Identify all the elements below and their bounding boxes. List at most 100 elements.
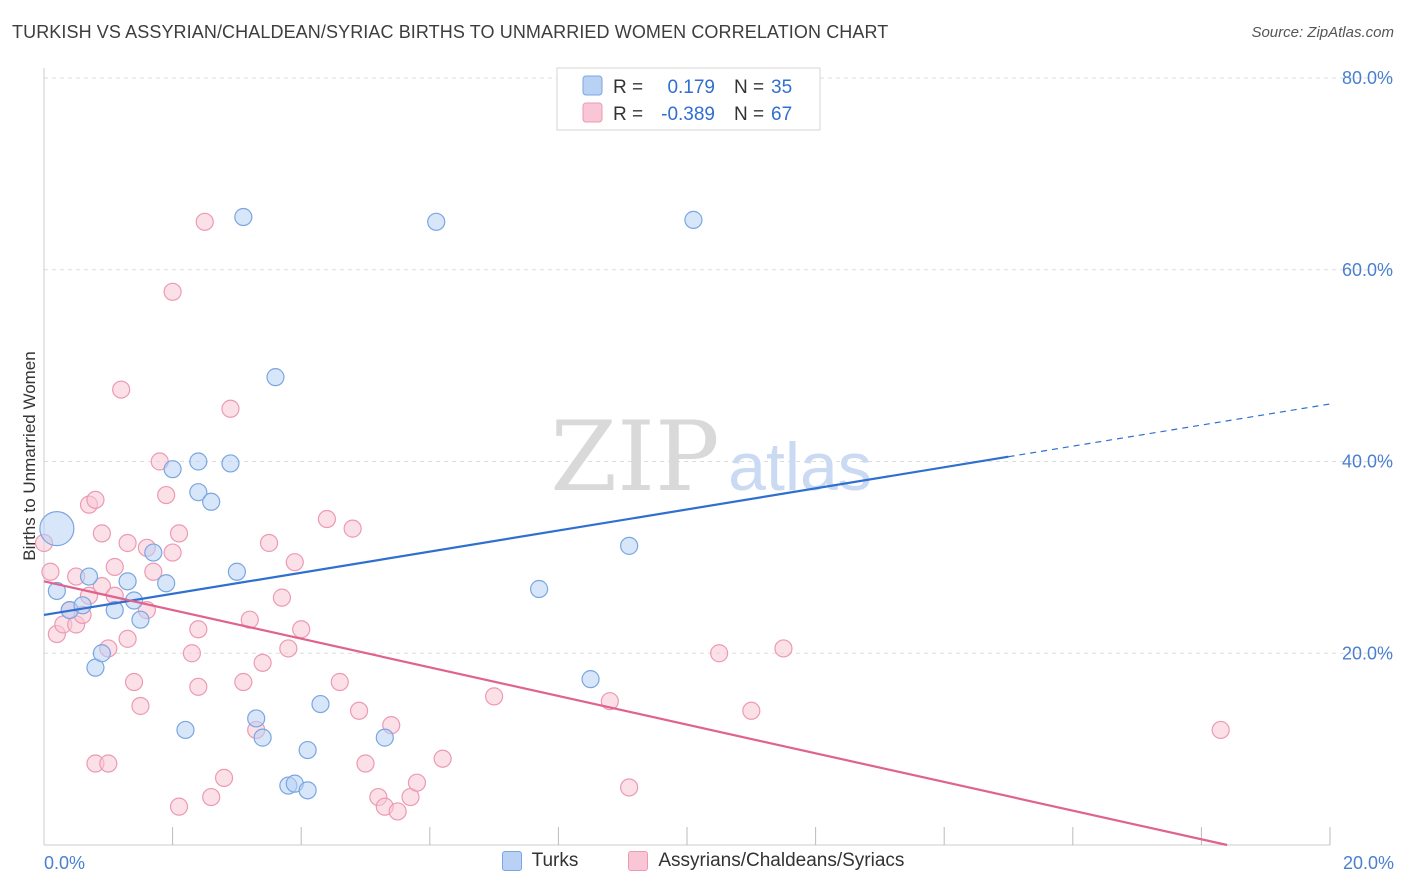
x-tick-label-max: 20.0% [1343, 853, 1394, 873]
assyr-point-24 [144, 562, 163, 581]
watermark-zip: ZIP [550, 401, 719, 513]
series-legend: Turks Assyrians/Chaldeans/Syriacs [0, 850, 1406, 872]
turks-point-26 [311, 694, 330, 714]
turks-point-19 [247, 709, 266, 728]
assyr-point-17 [112, 380, 131, 399]
assyr-point-44 [279, 639, 298, 658]
assyr-point-30 [169, 797, 189, 816]
turks-point-18 [234, 207, 253, 227]
assyr-point-10 [86, 490, 105, 509]
legend-turks-swatch [582, 75, 603, 96]
trend-lines [43, 403, 1331, 847]
assyr-point-29 [169, 524, 189, 543]
assyr-point-64 [774, 639, 793, 658]
turks-point-24 [298, 740, 317, 760]
assyr-point-15 [99, 754, 118, 773]
turks-point-11 [157, 574, 176, 593]
x-tick-label-min: 0.0% [44, 853, 85, 873]
legend-swatch-turks [501, 851, 522, 871]
y-tick-labels: 20.0% 40.0% 60.0% 80.0% [1342, 68, 1393, 663]
grid-lines [44, 77, 1392, 654]
legend-item-assyr[interactable]: Assyrians/Chaldeans/Syriacs [628, 850, 904, 872]
assyr-point-49 [343, 519, 362, 538]
y-tick-label-20: 20.0% [1342, 643, 1393, 663]
assyr-point-28 [163, 543, 182, 562]
turks-point-15 [202, 492, 221, 511]
watermark: ZIP atlas [550, 401, 871, 513]
legend-swatch-assyr [628, 851, 649, 871]
legend-r-value-turks: 0.179 [667, 77, 715, 98]
turks-point-29 [427, 212, 446, 231]
assyr-point-18 [118, 533, 137, 553]
assyr-point-43 [272, 588, 292, 607]
turks-point-0 [39, 511, 75, 547]
assyr-point-50 [349, 701, 369, 720]
assyr-point-13 [92, 524, 111, 543]
turks-point-20 [253, 728, 272, 747]
legend-r-label-turks: R = [613, 77, 643, 98]
chart-source: Source: ZipAtlas.com [1251, 24, 1394, 41]
assyr-point-41 [253, 653, 272, 672]
turks-point-34 [73, 596, 92, 615]
assyr-point-59 [485, 687, 504, 706]
assyr-point-38 [234, 672, 253, 692]
turks-point-25 [298, 781, 317, 800]
assyr-point-65 [1211, 720, 1230, 740]
trend-line-dashed-0 [1008, 403, 1331, 458]
legend-n-value-assyr: 67 [771, 104, 792, 125]
correlation-legend: R = 0.179 N = 35 R = -0.389 N = 67 [556, 67, 821, 131]
assyr-point-55 [388, 802, 407, 821]
assyr-point-35 [202, 787, 221, 807]
turks-points [39, 207, 703, 800]
assyr-point-61 [620, 778, 639, 797]
turks-point-1 [47, 581, 66, 601]
legend-r-value-assyr: -0.389 [661, 104, 715, 125]
turks-point-3 [79, 567, 99, 586]
assyr-point-63 [742, 701, 761, 720]
trend-line-1 [43, 580, 1228, 847]
legend-label-turks: Turks [531, 850, 579, 871]
assyr-point-46 [292, 620, 311, 639]
assyr-point-57 [407, 773, 427, 792]
assyr-point-33 [189, 620, 208, 639]
y-tick-label-40: 40.0% [1342, 452, 1393, 472]
watermark-atlas: atlas [728, 429, 872, 505]
turks-point-14 [189, 483, 208, 502]
assyr-point-27 [163, 282, 182, 301]
assyr-point-20 [124, 672, 144, 692]
axes [43, 68, 1331, 846]
assyr-point-42 [259, 533, 279, 553]
legend-n-value-turks: 35 [771, 77, 792, 98]
legend-item-turks[interactable]: Turks [501, 850, 579, 872]
assyr-point-37 [221, 399, 240, 418]
chart-title: TURKISH VS ASSYRIAN/CHALDEAN/SYRIAC BIRT… [12, 22, 889, 42]
turks-point-13 [189, 452, 208, 471]
assyr-point-62 [710, 644, 729, 663]
assyr-point-32 [189, 677, 208, 696]
legend-r-label-assyr: R = [613, 104, 643, 125]
assyr-point-1 [41, 562, 60, 581]
assyr-point-45 [285, 553, 304, 572]
y-axis-label: Births to Unmarried Women [20, 351, 39, 560]
y-tick-label-80: 80.0% [1342, 68, 1393, 88]
legend-n-label-assyr: N = [734, 104, 764, 125]
turks-point-16 [221, 454, 240, 473]
turks-point-33 [684, 210, 703, 229]
assyr-point-34 [195, 212, 214, 231]
turks-point-21 [266, 368, 285, 387]
turks-point-5 [92, 644, 111, 663]
turks-point-6 [105, 601, 124, 620]
trend-line-0 [43, 455, 1009, 616]
assyr-point-26 [157, 485, 176, 505]
y-tick-label-60: 60.0% [1342, 260, 1393, 280]
turks-point-17 [227, 562, 246, 581]
assyr-point-58 [433, 749, 452, 768]
turks-point-31 [581, 670, 600, 689]
legend-n-label-turks: N = [734, 77, 764, 98]
turks-point-12 [163, 460, 182, 479]
assyr-point-16 [105, 557, 124, 577]
assyr-point-48 [330, 672, 349, 692]
legend-assyr-swatch [582, 102, 603, 123]
legend-label-assyr: Assyrians/Chaldeans/Syriacs [658, 850, 905, 871]
